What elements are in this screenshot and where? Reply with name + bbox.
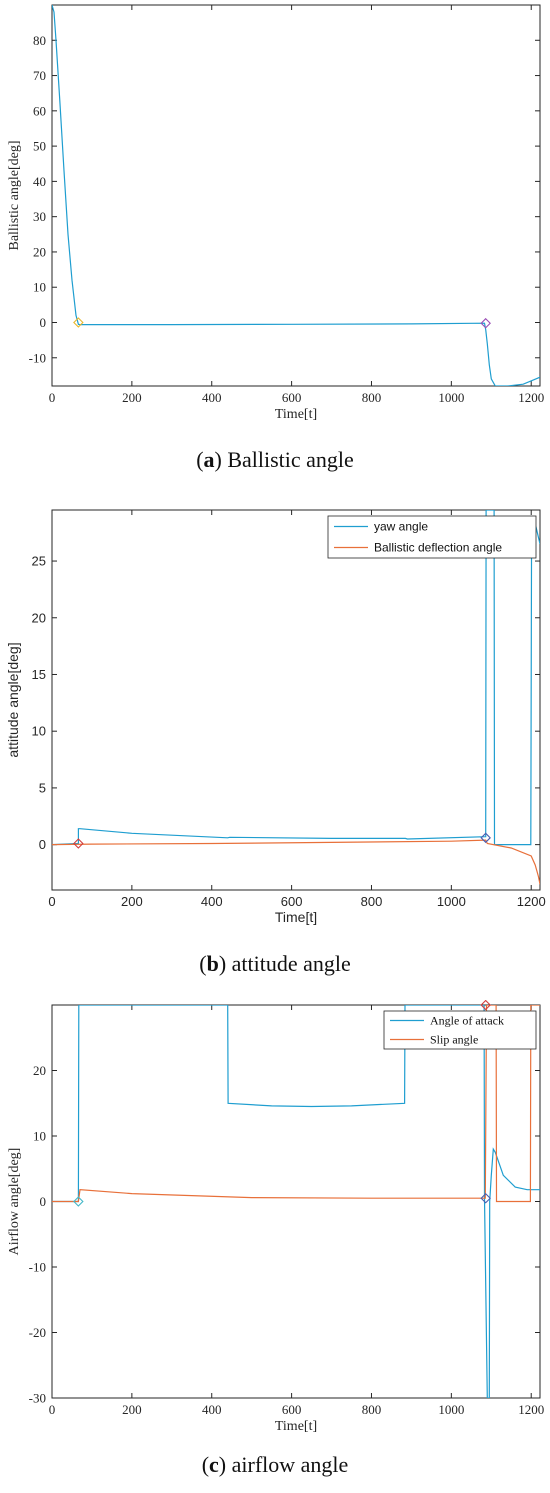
y-tick-label: 0 — [39, 837, 46, 852]
y-axis-label: attitude angle[deg] — [5, 642, 21, 757]
diamond-marker — [480, 832, 491, 844]
y-tick-label: 40 — [33, 174, 46, 189]
legend-label: Ballistic deflection angle — [374, 541, 502, 555]
series-line-0 — [52, 510, 540, 846]
y-tick-label: 80 — [33, 33, 46, 48]
x-tick-label: 0 — [49, 390, 56, 405]
caption-c: (c) airflow angle — [201, 1452, 349, 1477]
x-tick-label: 1200 — [517, 894, 546, 909]
x-tick-label: 400 — [202, 390, 222, 405]
y-tick-label: 20 — [33, 1063, 46, 1078]
legend-label: Slip angle — [430, 1033, 478, 1047]
chart-panel-airflow: 0 200 400 600 800 1000 1200 -30 -20 -10 0 10 20 Time[… — [0, 1000, 550, 1445]
diamond-marker — [480, 1192, 491, 1204]
y-tick-label: 20 — [32, 610, 46, 625]
x-tick-label: 800 — [362, 390, 382, 405]
diamond-marker — [480, 317, 491, 329]
y-tick-label: 0 — [40, 1194, 47, 1209]
x-tick-label: 0 — [49, 1402, 56, 1417]
y-tick-label: 10 — [33, 1129, 46, 1144]
series-line-1 — [52, 1005, 540, 1203]
x-axis-label: Time[t] — [275, 407, 317, 422]
caption-a: (a) Ballistic angle — [196, 447, 354, 472]
x-tick-label: 1000 — [438, 390, 464, 405]
plot-area — [51, 509, 541, 891]
y-tick-label: 20 — [33, 244, 46, 259]
legend: Angle of attack Slip angle — [383, 1010, 537, 1050]
plot-area — [51, 1004, 541, 1399]
x-tick-label: 200 — [122, 1402, 142, 1417]
y-tick-label: -30 — [29, 1391, 46, 1406]
caption-b: (b) attitude angle — [199, 951, 351, 976]
x-tick-label: 200 — [122, 390, 142, 405]
x-axis-label: Time[t] — [275, 1419, 317, 1434]
diamond-marker — [480, 1000, 491, 1011]
y-tick-label: 70 — [33, 68, 46, 83]
y-axis-label: Airflow angle[deg] — [7, 1148, 22, 1256]
x-tick-label: 800 — [362, 1402, 382, 1417]
x-tick-label: 600 — [282, 390, 302, 405]
diamond-marker — [73, 317, 84, 328]
x-tick-label: 1200 — [518, 390, 544, 405]
y-tick-label: 50 — [33, 139, 46, 154]
y-tick-label: 5 — [39, 780, 46, 795]
y-axis-label: Ballistic angle[deg] — [7, 140, 22, 250]
x-tick-label: 1000 — [437, 894, 466, 909]
x-tick-label: 0 — [48, 894, 55, 909]
x-tick-label: 1000 — [438, 1402, 464, 1417]
x-tick-label: 200 — [121, 894, 143, 909]
x-tick-label: 1200 — [518, 1402, 544, 1417]
y-tick-label: 15 — [32, 667, 46, 682]
caption-text: Ballistic angle — [227, 447, 354, 472]
chart-ballistic-angle: 0 200 400 600 800 1000 1200 -10 0 10 20 30 40 50 60 70 8… — [7, 4, 544, 422]
y-tick-label: 25 — [32, 554, 46, 569]
legend-box — [383, 1010, 537, 1050]
caption-text: attitude angle — [231, 951, 351, 976]
x-tick-label: 400 — [201, 894, 223, 909]
x-tick-label: 600 — [282, 1402, 302, 1417]
chart-airflow-angle: 0 200 400 600 800 1000 1200 -30 -20 -10 0 10 20 Time[… — [7, 1000, 544, 1434]
caption-letter: c — [209, 1452, 219, 1477]
y-tick-label: 60 — [33, 103, 46, 118]
y-tick-label: -10 — [29, 1260, 46, 1275]
y-tick-label: 10 — [32, 724, 46, 739]
legend: yaw angle Ballistic deflection angle — [327, 515, 537, 559]
y-tick-label: -10 — [29, 350, 46, 365]
plot-area — [51, 4, 541, 387]
chart-panel-ballistic: 0 200 400 600 800 1000 1200 -10 0 10 20 30 40 50 60 70 8… — [0, 0, 550, 450]
legend-box — [327, 515, 537, 559]
caption-text: airflow angle — [231, 1452, 349, 1477]
y-tick-label: 10 — [33, 280, 46, 295]
y-tick-label: 0 — [40, 315, 47, 330]
x-tick-label: 400 — [202, 1402, 222, 1417]
y-tick-label: -20 — [29, 1325, 46, 1340]
x-tick-label: 600 — [281, 894, 303, 909]
series-line-0 — [52, 5, 540, 386]
legend-label: yaw angle — [374, 520, 428, 534]
x-axis-label: Time[t] — [275, 909, 317, 925]
caption-letter: b — [206, 951, 219, 976]
y-tick-label: 30 — [33, 209, 46, 224]
chart-panel-attitude: 0 200 400 600 800 1000 1200 0 5 10 15 20 25 Time[t] at… — [0, 500, 550, 945]
legend-label: Angle of attack — [430, 1014, 504, 1028]
diamond-marker — [73, 838, 84, 849]
caption-letter: a — [203, 447, 215, 472]
diamond-marker — [73, 1196, 84, 1207]
x-tick-label: 800 — [361, 894, 383, 909]
chart-attitude-angle: 0 200 400 600 800 1000 1200 0 5 10 15 20 25 Time[t] at… — [5, 509, 546, 925]
